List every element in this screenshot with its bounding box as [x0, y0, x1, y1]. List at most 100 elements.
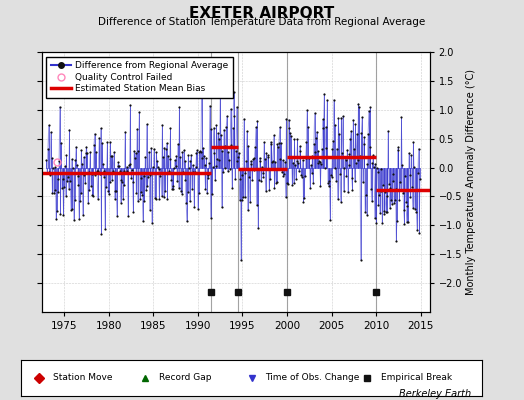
Point	[211, 176, 219, 183]
Point	[290, 136, 299, 142]
Text: Difference of Station Temperature Data from Regional Average: Difference of Station Temperature Data f…	[99, 17, 425, 27]
Point	[208, 190, 216, 197]
Point	[255, 154, 264, 161]
Point	[132, 190, 140, 196]
Point	[212, 122, 221, 128]
Point	[77, 190, 85, 196]
Point	[390, 197, 399, 203]
Point	[288, 182, 297, 188]
Point	[271, 159, 279, 165]
Point	[107, 153, 115, 159]
Point	[52, 216, 60, 222]
Point	[130, 155, 139, 161]
Point	[379, 182, 387, 188]
Point	[122, 170, 130, 176]
Point	[191, 164, 200, 171]
Point	[394, 146, 402, 153]
Point	[125, 161, 134, 168]
Point	[246, 158, 255, 164]
Point	[332, 177, 340, 184]
Point	[320, 90, 329, 97]
Point	[280, 170, 288, 177]
Point	[209, 164, 217, 170]
Point	[212, 163, 220, 169]
Point	[325, 178, 334, 185]
Point	[69, 165, 78, 171]
Point	[356, 153, 364, 159]
Point	[160, 144, 169, 151]
Point	[312, 135, 320, 141]
Point	[182, 200, 190, 206]
Point	[155, 195, 163, 202]
Point	[146, 172, 155, 178]
Point	[237, 196, 246, 203]
Point	[70, 217, 78, 223]
Point	[68, 206, 77, 213]
Point	[374, 202, 383, 208]
Point	[163, 196, 172, 202]
Point	[379, 208, 388, 214]
Text: Empirical Break: Empirical Break	[380, 374, 452, 382]
Point	[269, 158, 277, 164]
Point	[138, 192, 146, 198]
Point	[100, 174, 108, 180]
Point	[180, 158, 189, 164]
Point	[226, 106, 235, 112]
Point	[48, 190, 57, 196]
Point	[85, 169, 94, 176]
Point	[216, 88, 224, 95]
Point	[181, 176, 190, 183]
Point	[287, 133, 295, 140]
Point	[189, 162, 197, 168]
Point	[399, 190, 407, 196]
Point	[120, 168, 128, 175]
Point	[58, 185, 66, 191]
Point	[261, 188, 270, 194]
Point	[287, 154, 296, 161]
Point	[244, 143, 253, 149]
Point	[380, 211, 389, 218]
Point	[61, 192, 70, 199]
Point	[207, 126, 215, 133]
Point	[166, 125, 174, 132]
Point	[354, 100, 363, 107]
Point	[153, 158, 161, 164]
Point	[381, 209, 390, 215]
Text: Record Gap: Record Gap	[159, 374, 212, 382]
Point	[308, 153, 316, 160]
Point	[410, 164, 418, 170]
Point	[362, 192, 370, 199]
Point	[154, 164, 162, 170]
Point	[52, 208, 61, 214]
Point	[175, 104, 183, 110]
Point	[215, 157, 224, 163]
Point	[262, 150, 270, 156]
Point	[184, 152, 192, 159]
Point	[235, 197, 244, 204]
Point	[378, 220, 386, 226]
Point	[268, 158, 276, 165]
Point	[171, 163, 180, 169]
Point	[143, 121, 151, 128]
Point	[341, 154, 349, 160]
Point	[115, 162, 123, 169]
Point	[331, 122, 339, 128]
Point	[383, 193, 391, 200]
Point	[223, 168, 232, 174]
Point	[403, 203, 411, 210]
Point	[188, 186, 196, 192]
Point	[214, 130, 222, 136]
Point	[196, 148, 204, 154]
Point	[406, 194, 414, 200]
Point	[402, 198, 410, 205]
Point	[413, 226, 421, 233]
Point	[343, 146, 352, 153]
Point	[43, 146, 52, 152]
Point	[53, 176, 62, 182]
Point	[84, 187, 93, 193]
Point	[123, 168, 132, 174]
Point	[355, 104, 363, 110]
Point	[267, 138, 275, 145]
Point	[150, 195, 159, 201]
Point	[328, 174, 336, 180]
